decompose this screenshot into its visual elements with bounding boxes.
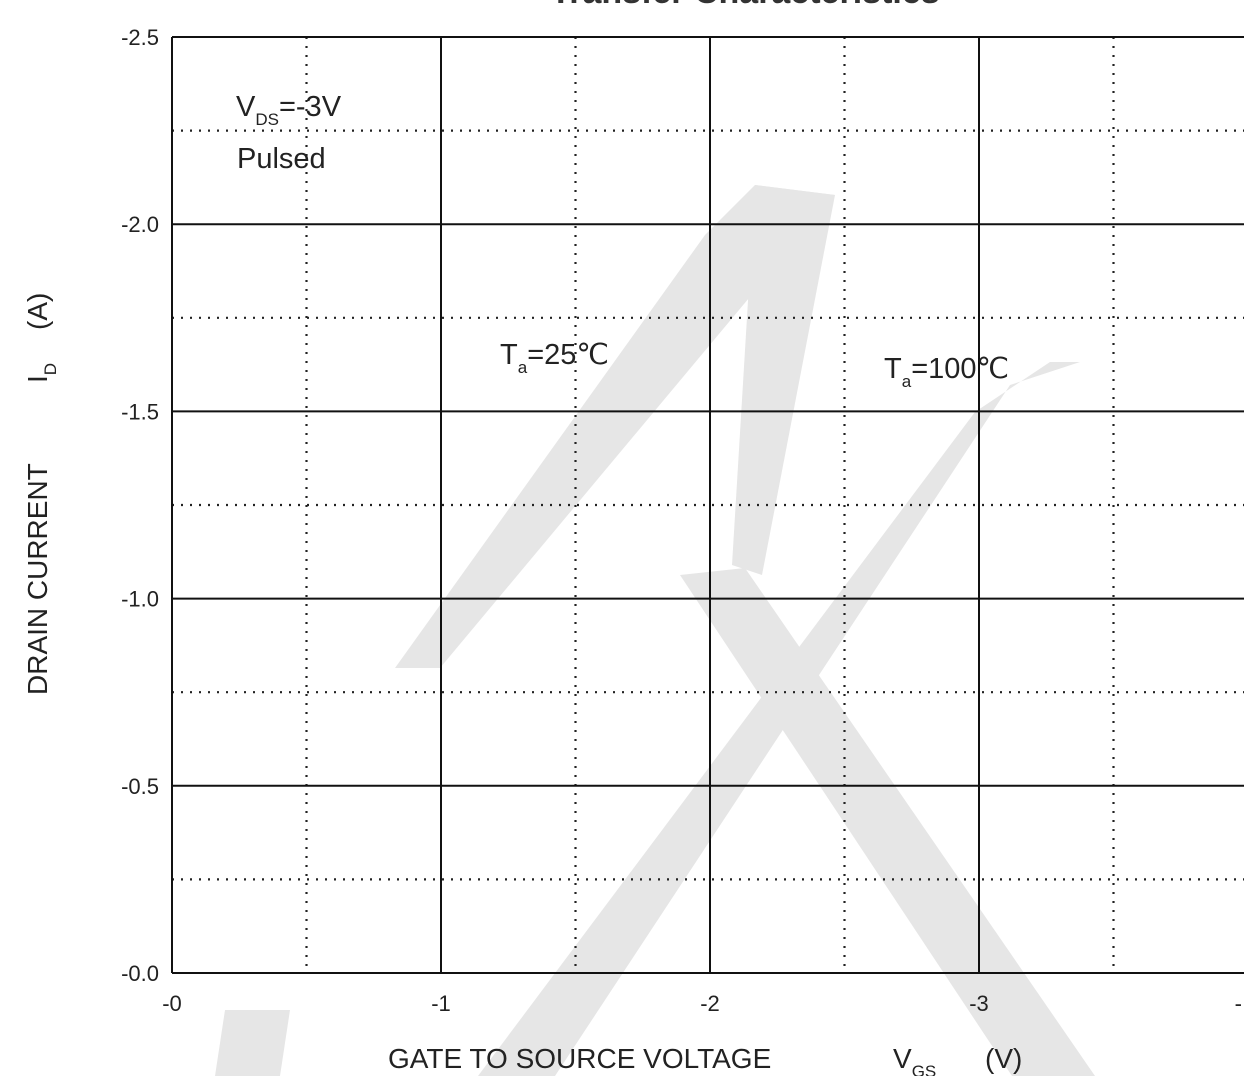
x-axis-unit: (V): [985, 1043, 1022, 1074]
x-tick-label: -3: [969, 991, 989, 1016]
y-axis-unit: (A): [22, 293, 53, 330]
vds-condition-label: VDS=-3V: [236, 91, 342, 129]
y-axis-subscript: D: [41, 363, 60, 375]
y-tick-label: -0.0: [121, 961, 159, 986]
y-tick-label: -1.0: [121, 587, 159, 612]
ta100-label: Ta=100℃: [884, 353, 1009, 391]
ta100-value: =100℃: [911, 353, 1009, 385]
x-tick-labels: -0 -1 -2 -3 -: [162, 991, 1242, 1016]
ta25-subscript: a: [518, 358, 528, 377]
y-tick-label: -2.5: [121, 25, 159, 50]
y-tick-label: -1.5: [121, 399, 159, 424]
x-axis-symbol: V: [893, 1043, 912, 1074]
y-axis-label-text: DRAIN CURRENT: [22, 463, 53, 695]
x-tick-label: -1: [431, 991, 451, 1016]
x-axis-title: GATE TO SOURCE VOLTAGE VGS (V): [388, 1043, 1022, 1076]
vds-subscript: DS: [255, 110, 279, 129]
y-tick-labels: -0.0 -0.5 -1.0 -1.5 -2.0 -2.5: [121, 25, 159, 986]
x-axis-label-text: GATE TO SOURCE VOLTAGE: [388, 1043, 771, 1074]
watermark-logo: [215, 185, 1095, 1076]
ta100-subscript: a: [902, 372, 912, 391]
vds-symbol: V: [236, 91, 256, 123]
svg-text:DRAIN CURRENTID(A): DRAIN CURRENT ID (A): [22, 293, 60, 695]
chart-title: Transfer Characteristics: [550, 0, 939, 11]
x-axis-subscript: GS: [912, 1062, 937, 1076]
y-tick-label: -0.5: [121, 774, 159, 799]
x-tick-label: -: [1235, 991, 1242, 1016]
ta25-value: =25℃: [527, 339, 609, 371]
y-tick-label: -2.0: [121, 212, 159, 237]
y-axis-title: DRAIN CURRENT ID (A): [22, 293, 60, 695]
x-tick-label: -2: [700, 991, 720, 1016]
chart-grid: [171, 36, 1244, 974]
ta100-symbol: T: [884, 353, 902, 385]
y-axis-symbol: I: [22, 375, 53, 383]
vds-value: =-3V: [279, 91, 342, 123]
x-tick-label: -0: [162, 991, 182, 1016]
pulsed-label: Pulsed: [237, 143, 326, 175]
ta25-symbol: T: [500, 339, 518, 371]
ta25-label: Ta=25℃: [500, 339, 609, 377]
